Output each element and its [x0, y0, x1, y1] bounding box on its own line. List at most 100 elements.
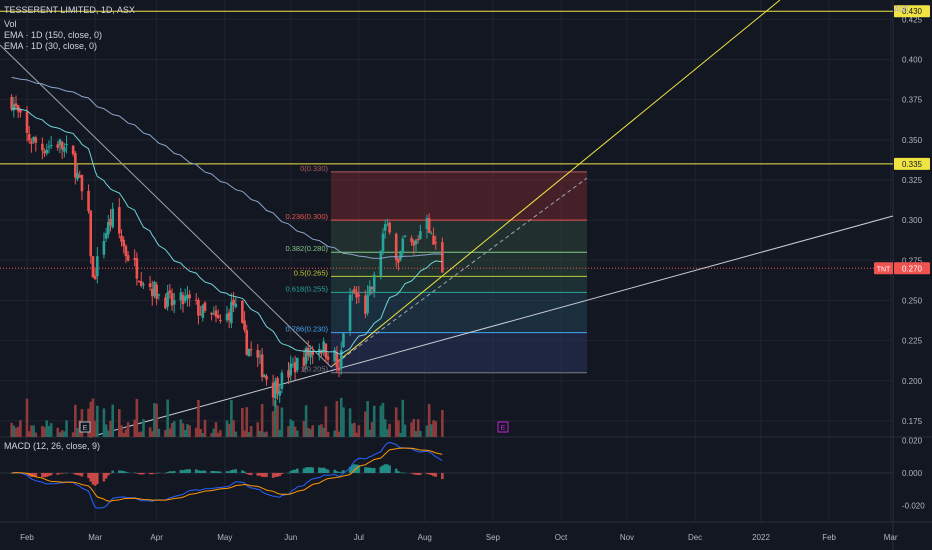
price-axis[interactable]: 0.425 0.400 0.375 0.350 0.325 0.300 0.275 0.250… — [20, 5, 930, 542]
volume-bar-41 — [135, 398, 139, 437]
candlesticks[interactable] — [10, 94, 444, 408]
candle-body-110 — [348, 294, 352, 331]
macd-hist-13 — [47, 472, 51, 477]
macd-hist-115 — [364, 467, 367, 473]
trend-lines[interactable] — [0, 0, 894, 438]
macd-hist-61 — [197, 470, 200, 473]
candle-body-41 — [135, 258, 139, 279]
level-badge-text-0: 0.430 — [902, 7, 923, 16]
candle-body-40 — [133, 258, 136, 260]
macd-hist-140 — [441, 472, 444, 480]
candle-body-10 — [41, 143, 44, 151]
macd-hist-104 — [326, 469, 330, 473]
macd-hist-43 — [139, 472, 143, 475]
candle-body-84 — [265, 375, 268, 380]
price-tick-0: 0.425 — [902, 15, 923, 24]
macd-hist-9 — [34, 472, 38, 477]
candle-body-126 — [397, 258, 400, 263]
candle-body-5 — [25, 111, 29, 133]
volume-bar-58 — [186, 424, 189, 437]
volume-bar-92 — [291, 420, 295, 437]
candle-body-6 — [27, 133, 31, 141]
macd-hist-63 — [201, 470, 205, 473]
candle-body-67 — [214, 310, 218, 317]
candle-body-135 — [425, 218, 429, 229]
macd-hist-94 — [296, 468, 299, 473]
candle-body-17 — [60, 141, 64, 150]
macd-hist-124 — [388, 465, 391, 473]
candle-body-23 — [78, 175, 82, 178]
level-badge-0 — [894, 5, 930, 18]
macd-tick-1: 0.000 — [902, 469, 923, 478]
macd-hist-17 — [60, 472, 64, 474]
candle-body-52 — [168, 290, 172, 294]
time-tick-5: Jul — [354, 533, 364, 542]
volume-bar-74 — [234, 431, 238, 437]
volume-bar-100 — [317, 425, 321, 437]
volume-bar-134 — [419, 430, 422, 437]
price-tick-1: 0.400 — [902, 55, 923, 64]
candle-body-36 — [120, 235, 123, 242]
candle-body-68 — [216, 315, 220, 319]
candle-body-123 — [386, 224, 389, 226]
macd-legend[interactable]: MACD (12, 26, close, 9) — [4, 441, 101, 451]
macd-hist-65 — [210, 470, 213, 473]
macd-hist-134 — [419, 472, 422, 475]
volume-bars — [10, 397, 444, 437]
candle-body-20 — [71, 145, 75, 155]
candle-body-111 — [350, 291, 354, 293]
price-tick-4: 0.325 — [902, 176, 923, 185]
candle-body-118 — [370, 286, 374, 290]
fibonacci-retracement[interactable]: 0(0.330) 0.236(0.300) 0.382(0.280) 0.5(0.26… — [285, 164, 587, 374]
macd-hist-21 — [74, 472, 77, 475]
macd-hist-130 — [410, 472, 413, 474]
vol-legend[interactable]: Vol — [4, 19, 17, 29]
time-tick-11: 2022 — [752, 533, 770, 542]
ema150-legend[interactable]: EMA · 1D (150, close, 0) — [4, 30, 103, 40]
candle-body-129 — [403, 235, 407, 237]
candle-body-15 — [56, 144, 60, 148]
macd-pane[interactable] — [0, 441, 893, 509]
macd-hist-57 — [183, 469, 187, 473]
volume-bar-32 — [107, 430, 110, 437]
macd-hist-32 — [107, 472, 110, 476]
volume-bar-44 — [142, 419, 145, 437]
last-price-badge — [894, 262, 930, 275]
macd-hist-23 — [78, 472, 82, 476]
macd-hist-73 — [232, 469, 235, 473]
candle-body-79 — [249, 349, 253, 351]
macd-hist-46 — [150, 472, 154, 475]
candle-body-107 — [337, 367, 341, 371]
macd-hist-121 — [381, 465, 385, 473]
candle-body-92 — [291, 364, 295, 366]
volume-bar-81 — [258, 430, 262, 437]
ema30-legend[interactable]: EMA · 1D (30, close, 0) — [4, 41, 98, 51]
candle-body-61 — [197, 300, 200, 316]
volume-bar-99 — [311, 425, 314, 437]
volume-bar-125 — [394, 407, 398, 437]
macd-hist-55 — [179, 470, 183, 473]
last-price-text: 0.270 — [902, 264, 923, 273]
volume-bar-117 — [368, 429, 372, 437]
volume-bar-84 — [265, 431, 268, 437]
candle-body-119 — [372, 274, 376, 292]
macd-hist-89 — [280, 472, 284, 475]
time-tick-9: Nov — [620, 533, 634, 542]
candle-body-80 — [256, 350, 260, 358]
candle-body-75 — [241, 300, 244, 323]
time-tick-6: Aug — [418, 533, 432, 542]
fib-label-0.5: 0.5(0.265) — [294, 268, 329, 277]
candle-body-22 — [76, 172, 79, 180]
macd-hist-70 — [225, 471, 229, 473]
candle-body-71 — [227, 312, 231, 321]
macd-hist-111 — [350, 464, 354, 473]
fib-zone-0 — [331, 171, 587, 221]
volume-bar-123 — [386, 429, 389, 437]
volume-bar-31 — [104, 424, 108, 437]
candle-body-139 — [434, 242, 438, 244]
time-tick-13: Mar — [884, 533, 898, 542]
candle-body-8 — [32, 136, 35, 142]
candle-body-122 — [383, 224, 387, 231]
candle-body-16 — [58, 139, 62, 146]
